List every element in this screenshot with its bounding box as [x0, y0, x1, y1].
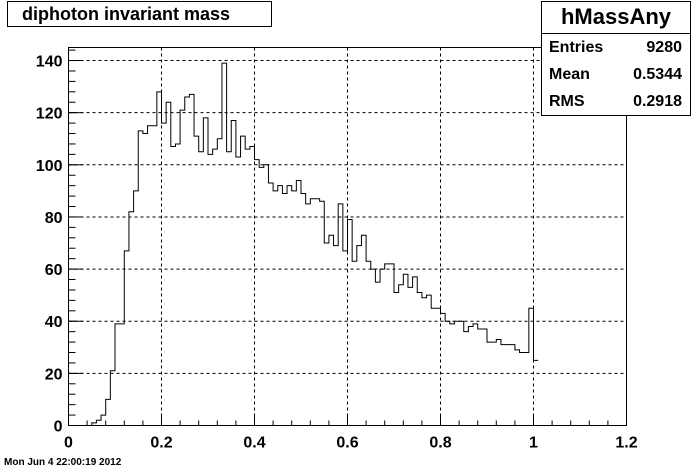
x-tick-label: 0.4 — [243, 435, 265, 452]
y-tick-label: 140 — [36, 54, 63, 71]
stats-label: RMS — [549, 93, 585, 110]
timestamp: Mon Jun 4 22:00:19 2012 — [4, 457, 122, 468]
y-tick-label: 80 — [45, 210, 63, 227]
histogram-line — [68, 62, 539, 426]
chart-title: diphoton invariant mass — [7, 1, 272, 27]
y-axis: 0 20 40 60 80 100 120 140 — [36, 49, 84, 436]
x-tick-label: 0.2 — [150, 435, 172, 452]
x-tick-label: 0.8 — [429, 435, 451, 452]
x-tick-label: 1 — [529, 435, 538, 452]
stats-row-entries: Entries 9280 — [542, 34, 690, 61]
y-tick-label: 60 — [45, 262, 63, 279]
y-tick-label: 0 — [54, 419, 63, 436]
stats-value: 0.2918 — [633, 93, 682, 110]
stats-box: hMassAny Entries 9280 Mean 0.5344 RMS 0.… — [541, 1, 691, 116]
x-axis: 0 0.2 0.4 0.6 0.8 1 1.2 — [64, 415, 638, 452]
stats-row-rms: RMS 0.2918 — [542, 88, 690, 115]
y-tick-label: 40 — [45, 314, 63, 331]
x-tick-label: 0 — [64, 435, 73, 452]
x-tick-label: 1.2 — [615, 435, 637, 452]
stats-value: 9280 — [646, 39, 682, 56]
stats-row-mean: Mean 0.5344 — [542, 61, 690, 88]
stats-value: 0.5344 — [633, 66, 682, 83]
x-tick-label: 0.6 — [336, 435, 358, 452]
stats-name: hMassAny — [542, 2, 690, 34]
y-tick-label: 100 — [36, 158, 63, 175]
grid-lines — [68, 47, 627, 426]
y-tick-label: 20 — [45, 366, 63, 383]
y-tick-label: 120 — [36, 106, 63, 123]
stats-label: Mean — [549, 66, 590, 83]
stats-label: Entries — [549, 39, 604, 56]
